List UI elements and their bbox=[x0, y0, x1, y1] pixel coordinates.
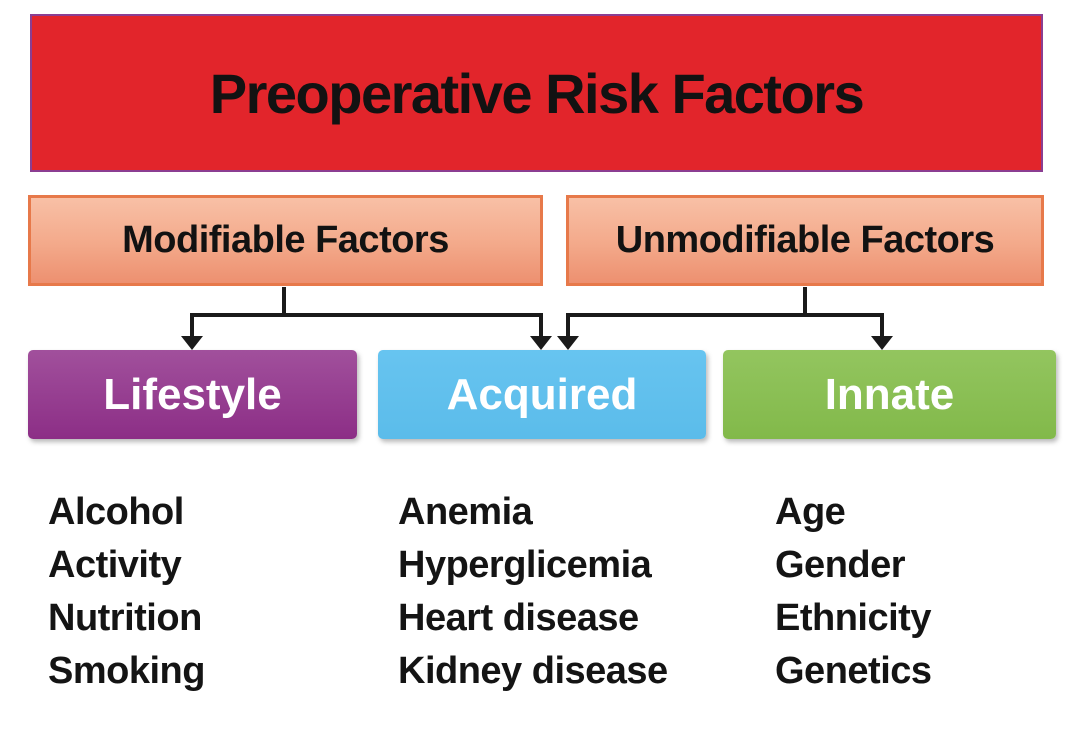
modifiable-factors-label: Modifiable Factors bbox=[122, 219, 449, 261]
list-item: Heart disease bbox=[398, 597, 639, 639]
title-box: Preoperative Risk Factors bbox=[30, 14, 1043, 172]
unmodifiable-factors-label: Unmodifiable Factors bbox=[615, 219, 995, 261]
list-item: Alcohol bbox=[48, 491, 184, 533]
list-item: Activity bbox=[48, 544, 182, 586]
modifiable-branch-connector bbox=[190, 287, 543, 338]
lifestyle-box: Lifestyle bbox=[28, 350, 357, 439]
innate-items-list: Age Gender Ethnicity Genetics bbox=[775, 486, 932, 698]
list-item: Hyperglicemia bbox=[398, 544, 652, 586]
list-item: Nutrition bbox=[48, 597, 202, 639]
unmodifiable-branch-connector bbox=[566, 287, 884, 338]
acquired-box: Acquired bbox=[378, 350, 706, 439]
list-item: Anemia bbox=[398, 491, 533, 533]
list-item: Ethnicity bbox=[775, 597, 931, 639]
acquired-items-list: Anemia Hyperglicemia Heart disease Kidne… bbox=[398, 486, 668, 698]
list-item: Gender bbox=[775, 544, 906, 586]
unmodifiable-branch-arrowheads bbox=[557, 336, 893, 350]
modifiable-branch-arrowheads bbox=[181, 336, 552, 350]
innate-box: Innate bbox=[723, 350, 1056, 439]
list-item: Age bbox=[775, 491, 846, 533]
lifestyle-label: Lifestyle bbox=[103, 369, 282, 419]
page-title: Preoperative Risk Factors bbox=[209, 61, 865, 125]
acquired-label: Acquired bbox=[446, 369, 638, 419]
unmodifiable-factors-box: Unmodifiable Factors bbox=[566, 195, 1044, 286]
lifestyle-items-list: Alcohol Activity Nutrition Smoking bbox=[48, 486, 205, 698]
innate-label: Innate bbox=[824, 369, 955, 419]
list-item: Kidney disease bbox=[398, 650, 668, 692]
list-item: Smoking bbox=[48, 650, 205, 692]
modifiable-factors-box: Modifiable Factors bbox=[28, 195, 543, 286]
list-item: Genetics bbox=[775, 650, 932, 692]
